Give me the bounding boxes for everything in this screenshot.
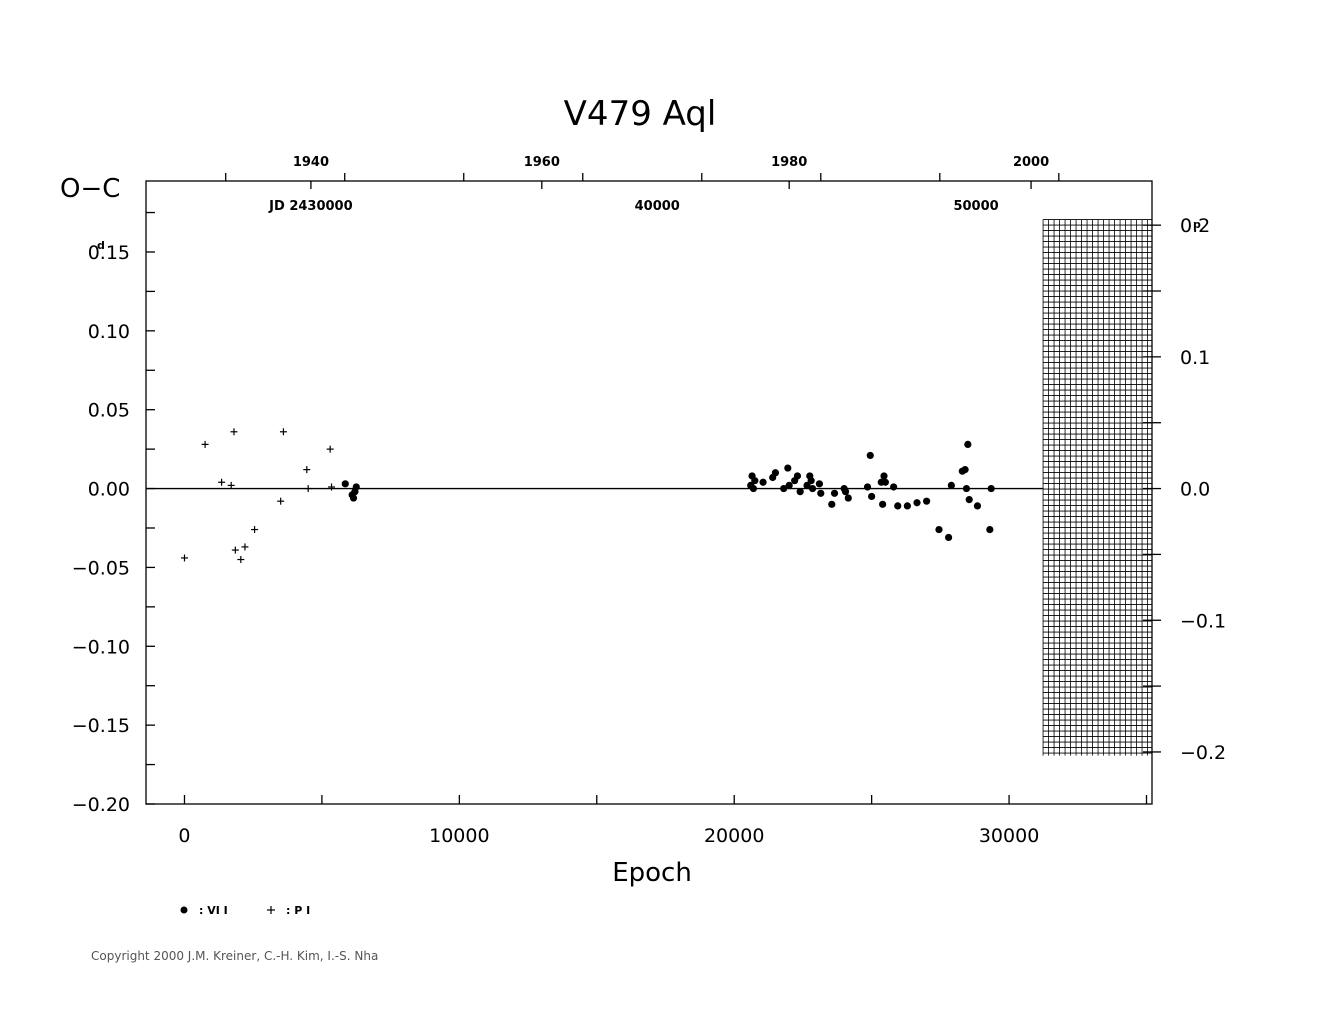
unit-label-left: d <box>97 239 105 252</box>
year-label: 1960 <box>524 155 560 170</box>
data-point-vi <box>879 500 887 508</box>
data-point-vi <box>844 494 852 502</box>
chart-title: V479 Aql <box>564 94 717 134</box>
data-point-vi <box>808 484 817 493</box>
year-label: 1940 <box>293 155 329 170</box>
data-point-vi <box>890 483 898 491</box>
y-tick-label-right: 0.2 <box>1180 215 1210 237</box>
data-point-pi <box>304 485 312 493</box>
data-point-vi <box>868 492 876 501</box>
year-label: 2000 <box>1013 155 1049 170</box>
unit-label-right: p <box>1193 218 1201 231</box>
x-axis-label: Epoch <box>612 858 692 888</box>
y-tick-label-left: −0.10 <box>72 636 130 658</box>
legend-dot-marker <box>180 906 188 914</box>
y-tick-label-right: 0.0 <box>1180 479 1210 501</box>
data-point-vi <box>759 478 767 486</box>
data-point-pi <box>180 554 188 562</box>
data-point-vi <box>784 464 792 472</box>
data-point-pi <box>326 445 334 453</box>
x-tick-label: 30000 <box>979 825 1039 847</box>
data-point-pi <box>277 497 285 505</box>
y-tick-label-left: 0.10 <box>88 321 130 343</box>
data-point-vi <box>780 484 788 493</box>
data-point-vi <box>817 489 825 497</box>
y-tick-label-left: −0.15 <box>72 715 130 737</box>
data-point-pi <box>218 478 226 486</box>
y-tick-label-right: −0.1 <box>1180 610 1226 632</box>
data-point-vi <box>863 483 872 491</box>
y-tick-label-right: −0.2 <box>1180 742 1226 764</box>
data-point-pi <box>201 440 209 448</box>
data-point-vi <box>341 480 349 488</box>
data-point-vi <box>962 484 971 493</box>
data-point-vi <box>749 484 758 493</box>
x-tick-label: 20000 <box>704 825 764 847</box>
plot-frame <box>145 180 1153 805</box>
data-point-vi <box>923 497 931 505</box>
data-point-vi <box>830 489 839 497</box>
data-point-vi <box>841 488 850 496</box>
data-point-pi <box>227 481 235 489</box>
data-point-pi <box>279 428 287 436</box>
data-point-vi <box>815 480 824 488</box>
x-tick-label: 10000 <box>429 825 489 847</box>
data-point-pi <box>328 483 336 491</box>
data-point-vi <box>880 472 888 480</box>
y-tick-label-left: 0.15 <box>88 242 130 264</box>
tick-labels: 0 10000 20000 30000 1940 1960 1980 2000 JD 24300… <box>72 155 1226 847</box>
copyright-notice: Copyright 2000 J.M. Kreiner, C.-H. Kim, … <box>91 949 378 963</box>
jd-label: 40000 <box>635 199 680 214</box>
data-point-vi <box>785 481 793 490</box>
data-point-vi <box>903 502 911 510</box>
data-point-pi <box>303 466 311 474</box>
data-point-vi <box>866 451 874 460</box>
data-point-vi <box>947 481 955 490</box>
data-point-pi <box>231 546 239 554</box>
jd-label: JD 2430000 <box>268 199 352 214</box>
data-point-vi <box>973 502 982 510</box>
data-point-vi <box>964 440 972 448</box>
data-point-vi <box>771 469 780 477</box>
data-point-vi <box>352 483 360 491</box>
data-point-vi <box>961 466 969 474</box>
y-tick-label-left: −0.05 <box>72 557 130 579</box>
x-tick-label: 0 <box>178 825 190 847</box>
y-tick-label-left: −0.20 <box>72 794 130 816</box>
data-point-vi <box>803 481 811 490</box>
data-point-vi <box>881 478 889 486</box>
year-label: 1980 <box>771 155 807 170</box>
data-point-vi <box>807 477 815 485</box>
data-point-pi <box>251 526 259 534</box>
legend-label-vi: : VI I <box>199 904 228 917</box>
data-point-vi <box>945 533 953 542</box>
data-point-vi <box>796 488 804 496</box>
y-tick-label-right: 0.1 <box>1180 347 1210 369</box>
data-point-pi <box>230 428 238 436</box>
y-axis-label: O−C <box>60 174 120 204</box>
data-point-pi <box>241 543 249 551</box>
hatched-region <box>1042 219 1152 756</box>
data-point-vi <box>986 525 994 534</box>
y-tick-label-left: 0.00 <box>88 479 130 501</box>
legend-label-pi: : P I <box>286 904 310 917</box>
legend-plus-marker <box>267 906 275 914</box>
data-points <box>180 428 995 564</box>
axis-ticks <box>146 173 1161 805</box>
data-point-vi <box>793 472 802 480</box>
jd-label: 50000 <box>953 199 998 214</box>
data-point-vi <box>828 500 836 508</box>
data-point-vi <box>935 525 943 534</box>
data-point-pi <box>237 556 245 564</box>
data-point-vi <box>751 477 759 485</box>
data-point-vi <box>987 484 995 493</box>
legend: : VI I : P I <box>180 904 310 917</box>
data-point-vi <box>965 495 973 504</box>
data-point-vi <box>349 494 358 502</box>
data-point-vi <box>894 502 902 510</box>
data-point-vi <box>913 499 921 507</box>
y-tick-label-left: 0.05 <box>88 400 130 422</box>
